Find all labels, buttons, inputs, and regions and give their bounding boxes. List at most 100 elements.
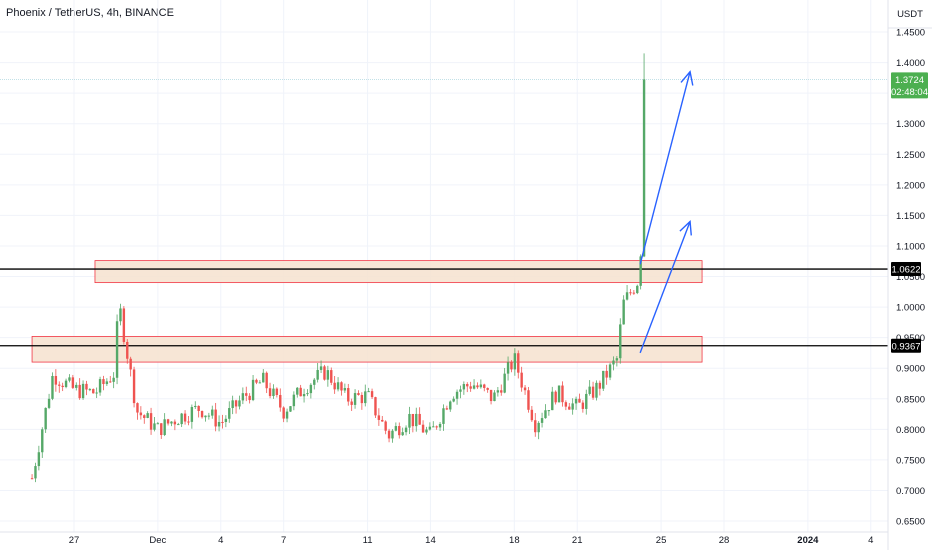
candle-body [92,389,95,394]
candle-body [411,413,415,427]
candle-body [177,424,180,426]
candle-body [153,423,156,430]
candle-body [37,452,41,467]
candle-body [132,369,136,404]
candle-body [156,423,160,425]
candle-body [493,392,496,402]
candle-body [357,393,360,395]
candle-body [122,308,126,342]
candle-body [217,421,221,427]
candle-body [333,382,336,390]
candle-body [78,384,81,399]
candle-body [224,418,228,422]
last-price-label: 1.3724 [895,75,924,86]
x-tick-label: 2024 [797,535,819,546]
candle-body [564,402,568,407]
candle-body [109,381,112,383]
y-tick-label: 1.0500 [896,272,925,283]
candle-body [483,384,486,388]
candle-body [581,402,585,409]
candle-body [102,379,105,385]
candle-body [251,379,255,401]
candle-body [289,406,292,412]
candle-body [421,424,425,433]
currency-label: USDT [897,9,923,20]
candle-body [472,385,476,389]
candle-body [503,373,506,393]
candle-body [221,421,224,423]
candle-body [204,415,207,418]
zone-rect [31,336,703,363]
candle-body [391,430,394,439]
candle-body [255,379,258,383]
candle-body [455,391,459,399]
level-tag-bg [891,262,921,277]
candle-body [486,387,489,390]
x-tick-label: 28 [719,535,730,546]
candle-body [44,407,47,430]
candle-body [551,391,554,411]
level-tag-bg [891,338,921,353]
candle-body [211,409,214,416]
candle-body [367,391,370,393]
candle-body [476,385,479,388]
candle-body [272,388,275,397]
time-axis [0,532,888,550]
candle-body [299,387,302,397]
candle-body [353,393,357,405]
last-price-tag-bg [891,72,928,99]
candle-body [374,397,377,416]
candle-body [98,379,102,393]
y-tick-label: 1.2000 [896,180,925,191]
level-tag-label: 0.9367 [891,341,920,352]
candle-body [313,379,316,385]
candle-body [241,393,245,401]
y-tick-label: 0.8500 [896,394,925,405]
candle-body [316,369,319,380]
candle-body [61,385,64,388]
candle-body [197,405,200,411]
candle-body [523,387,527,391]
candle-body [30,478,34,480]
candle-body [401,432,404,436]
candle-body [115,321,119,378]
x-tick-label: 25 [656,535,667,546]
candle-body [143,415,146,418]
level-price-tag: 0.9367 [891,338,921,353]
candle-body [238,400,241,407]
candle-body [605,370,608,378]
candle-body [561,385,564,403]
candle-body [445,408,449,410]
candle-body [360,394,364,404]
candle-body [377,415,381,420]
zone-rect [94,260,703,284]
candle-body [200,410,204,418]
candle-body [598,382,602,389]
candle-body [129,358,132,370]
candle-body [540,418,544,423]
x-tick-label: 14 [425,535,436,546]
x-tick-label: 4 [868,535,873,546]
candle-body [629,292,632,294]
candle-body [85,383,88,390]
candle-body [88,389,92,391]
candle-body [285,411,289,419]
candle-body [537,422,540,433]
candle-body [231,400,234,409]
candle-body [418,413,421,425]
candle-body [183,413,187,422]
candle-body [554,391,557,403]
candle-body [636,285,639,294]
candle-body [58,384,61,386]
candle-body [54,376,58,385]
y-tick-label: 1.0000 [896,303,925,314]
candle-body [608,364,612,378]
candle-body [68,377,71,381]
candle-body [248,395,251,401]
candle-body [336,382,340,390]
candle-body [136,403,139,413]
candle-body [591,386,595,398]
candle-body [214,409,217,427]
